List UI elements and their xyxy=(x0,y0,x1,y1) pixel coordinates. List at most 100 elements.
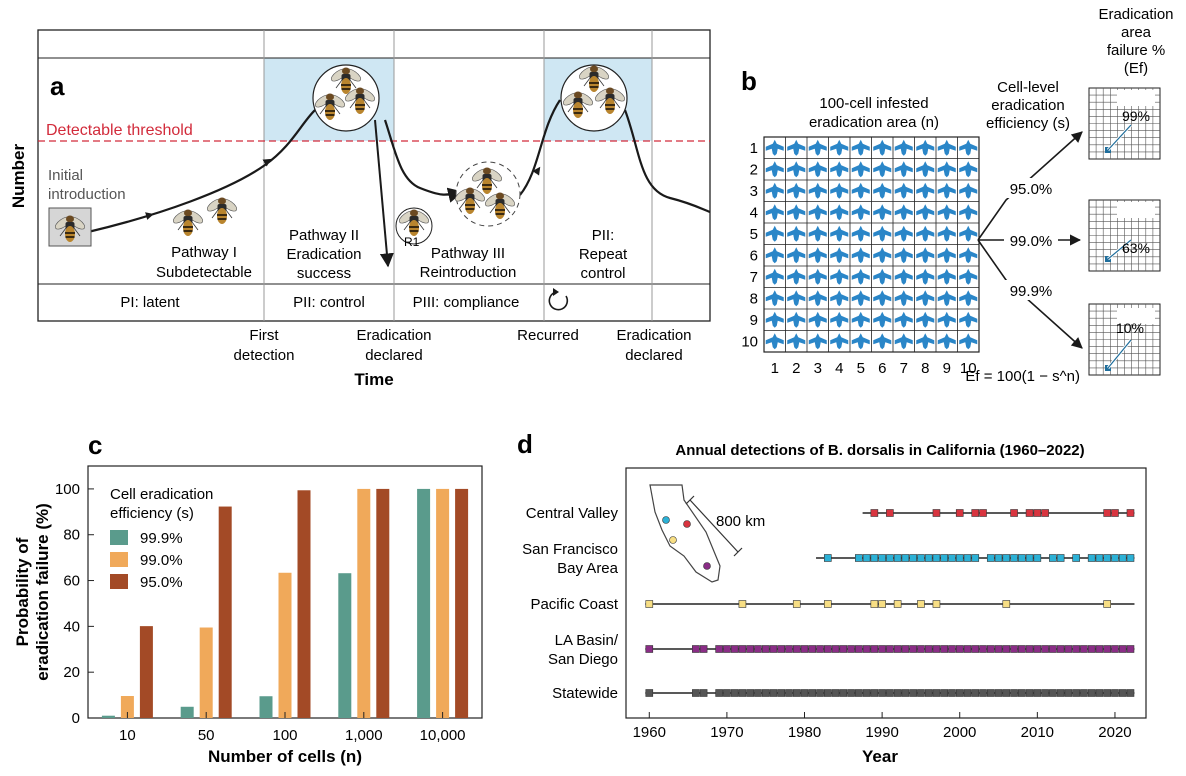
detection-marker xyxy=(1118,645,1127,653)
x-axis-label-d: Year xyxy=(862,747,898,766)
panel-a-frame xyxy=(37,29,711,322)
recycle-icon xyxy=(548,288,569,311)
detection-marker xyxy=(699,689,708,697)
y-tick-label: 100 xyxy=(55,481,80,498)
leader-line xyxy=(1107,124,1132,151)
detection-marker xyxy=(1087,554,1096,562)
detection-marker xyxy=(831,645,840,653)
detection-marker xyxy=(808,689,817,697)
detection-marker xyxy=(1111,689,1119,697)
detection-marker xyxy=(777,645,786,653)
detection-marker xyxy=(823,554,832,562)
x-tick-label: 2010 xyxy=(1021,724,1054,741)
detection-marker xyxy=(955,554,964,562)
event-recurred: Recurred xyxy=(517,327,579,344)
detection-marker xyxy=(761,645,770,653)
detection-marker xyxy=(1033,689,1042,697)
eff-title-2: eradication xyxy=(991,97,1064,114)
legend-swatch xyxy=(110,574,128,589)
detection-marker xyxy=(1103,689,1111,697)
detection-marker xyxy=(1118,554,1127,562)
detection-marker xyxy=(1018,689,1026,697)
detection-marker xyxy=(886,689,894,697)
detection-marker xyxy=(1126,645,1135,653)
bar xyxy=(180,706,194,718)
x-tick-label: 1990 xyxy=(865,724,898,741)
detection-marker xyxy=(723,689,731,697)
detection-marker xyxy=(730,645,739,653)
detection-marker xyxy=(870,509,879,517)
detection-marker xyxy=(917,600,925,608)
col-label: 7 xyxy=(900,360,908,377)
scale-bar-end xyxy=(733,547,743,557)
detection-marker xyxy=(754,645,762,653)
detection-marker xyxy=(1056,554,1065,562)
detection-marker xyxy=(963,689,972,697)
fly-icon xyxy=(170,208,206,237)
detection-marker xyxy=(823,600,832,608)
infested-grid xyxy=(763,136,980,353)
detection-marker xyxy=(963,645,972,653)
detection-marker xyxy=(948,645,956,653)
y-tick-label: 20 xyxy=(63,664,80,681)
legend-label: 99.9% xyxy=(140,530,183,547)
x-tick-label: 2020 xyxy=(1098,724,1131,741)
detection-marker xyxy=(1010,509,1018,517)
panel-d-letter: d xyxy=(517,429,533,459)
y-ticks-c: 0 20 40 60 80 100 xyxy=(55,481,94,727)
pathway1-label-2: Subdetectable xyxy=(156,264,252,281)
row-label: 9 xyxy=(750,312,758,329)
detection-marker xyxy=(754,689,762,697)
detection-marker xyxy=(924,554,933,562)
failure-99: 99% xyxy=(1122,108,1150,124)
detection-marker xyxy=(1033,509,1042,517)
fail-title-1: Eradication xyxy=(1098,6,1173,23)
col-label: 1 xyxy=(771,360,779,377)
trajectory-decline xyxy=(383,119,464,203)
trajectory-recurrence xyxy=(519,99,561,196)
detection-marker xyxy=(800,645,809,653)
bar xyxy=(436,488,450,718)
panel-b: b 100-cell infested eradication area (n)… xyxy=(741,6,1174,385)
fail-title-3: failure % xyxy=(1107,42,1165,59)
detection-marker xyxy=(1025,645,1034,653)
detection-marker xyxy=(1025,509,1034,517)
detection-marker xyxy=(792,645,801,653)
detection-marker xyxy=(893,600,902,608)
panel-d: d Annual detections of B. dorsalis in Ca… xyxy=(517,429,1147,766)
detection-marker xyxy=(901,689,910,697)
bar xyxy=(278,572,292,718)
detection-marker xyxy=(1095,554,1104,562)
detection-marker xyxy=(1018,645,1026,653)
detection-marker xyxy=(1087,645,1096,653)
col-label: 3 xyxy=(814,360,822,377)
region-label: Statewide xyxy=(552,685,618,702)
detection-marker xyxy=(1103,509,1111,517)
chart-title-d: Annual detections of B. dorsalis in Cali… xyxy=(675,442,1084,459)
detection-marker xyxy=(1010,554,1018,562)
detection-marker xyxy=(1118,689,1127,697)
detection-marker xyxy=(847,645,855,653)
detection-marker xyxy=(1095,645,1104,653)
detection-marker xyxy=(1126,509,1135,517)
detection-marker xyxy=(1033,554,1042,562)
row-label: 10 xyxy=(741,333,758,350)
legend-label: 95.0% xyxy=(140,574,183,591)
y-tick-label: 0 xyxy=(72,710,80,727)
fly-icon xyxy=(204,196,240,225)
bar xyxy=(357,488,371,718)
bar xyxy=(455,488,469,718)
detection-marker xyxy=(878,600,886,608)
region-label: Pacific Coast xyxy=(530,596,618,613)
detection-marker xyxy=(1018,554,1026,562)
detection-marker xyxy=(692,645,700,653)
detection-marker xyxy=(1080,645,1088,653)
event-first-1: First xyxy=(249,327,279,344)
detection-marker xyxy=(1072,645,1080,653)
detection-marker xyxy=(886,554,894,562)
x-axis-label: Time xyxy=(354,370,393,389)
r1-label: R1 xyxy=(404,235,420,249)
arrow-95 xyxy=(977,131,1083,241)
detection-marker xyxy=(986,554,995,562)
col-label: 10 xyxy=(960,360,977,377)
